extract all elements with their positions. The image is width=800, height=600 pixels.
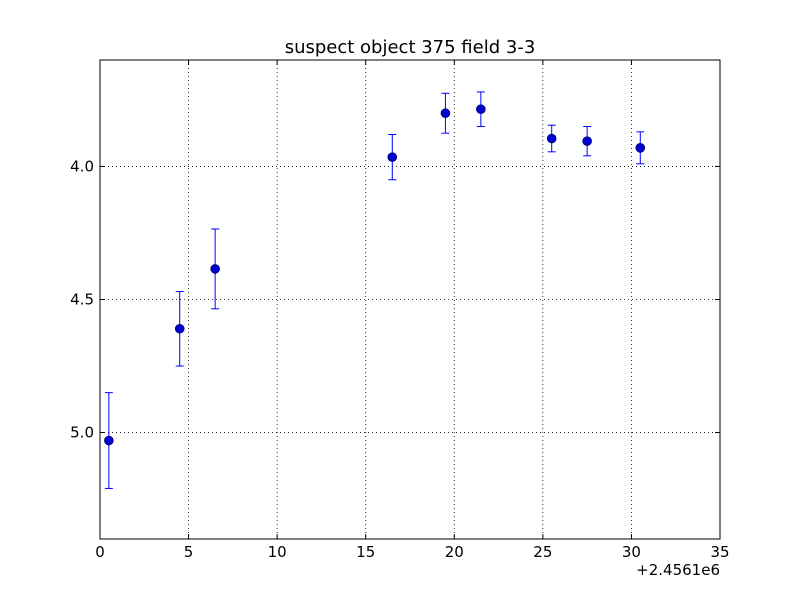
x-tick-label: 0 <box>95 543 105 561</box>
ticks <box>99 60 721 539</box>
data-point <box>104 435 114 446</box>
y-tick-label: 5.0 <box>70 424 94 442</box>
data-point <box>635 143 646 153</box>
y-tick-label: 4.0 <box>70 157 94 175</box>
x-tick-label: 15 <box>356 543 375 561</box>
y-tick-labels: 4.0 4.5 5.0 <box>70 157 94 441</box>
x-tick-label: 30 <box>622 543 641 561</box>
error-bars <box>104 91 645 489</box>
x-tick-label: 20 <box>445 543 464 561</box>
data-point <box>210 264 220 274</box>
x-tick-labels: 0 5 10 15 20 25 30 35 <box>95 543 729 561</box>
x-tick-label: 10 <box>268 543 287 561</box>
y-tick-label: 4.5 <box>70 291 94 309</box>
data-point <box>476 104 486 115</box>
data-points <box>104 104 646 446</box>
chart-title: suspect object 375 field 3-3 <box>285 37 536 58</box>
data-point <box>546 133 557 144</box>
data-point <box>440 108 451 119</box>
grid <box>100 60 720 539</box>
x-tick-label: 5 <box>184 543 194 561</box>
x-offset-label: +2.4561e6 <box>636 561 720 579</box>
data-point <box>174 323 185 334</box>
x-tick-label: 35 <box>710 543 729 561</box>
data-point <box>387 152 398 162</box>
data-point <box>582 136 592 146</box>
x-tick-label: 25 <box>533 543 552 561</box>
